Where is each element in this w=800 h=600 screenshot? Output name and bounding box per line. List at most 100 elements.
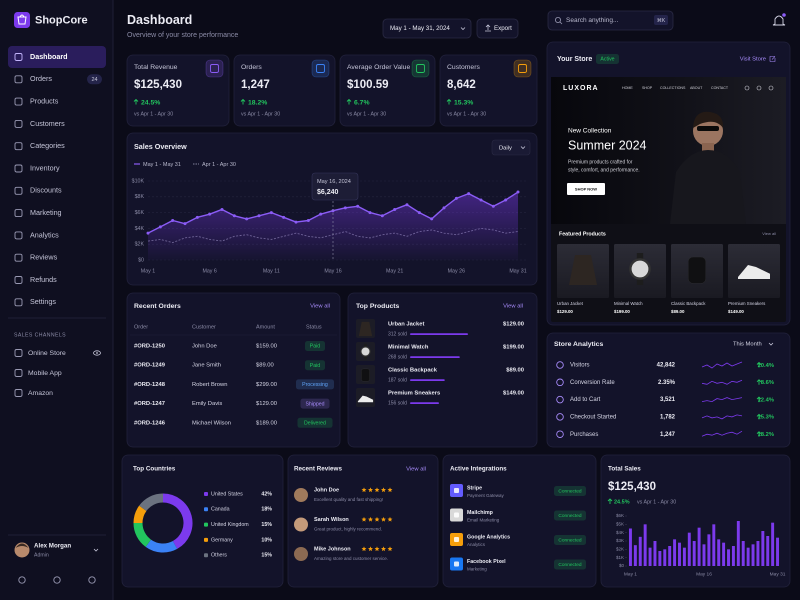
metric-icon [556, 378, 564, 387]
card-title: Active Integrations [450, 466, 507, 473]
nav-item[interactable]: Discounts [30, 186, 62, 195]
bar [697, 527, 701, 566]
period-select[interactable]: This Month [733, 342, 762, 348]
tooltip-date: May 16, 2024 [317, 179, 351, 185]
kpi-change: 15.3% [454, 99, 473, 106]
data-point [294, 220, 298, 224]
bar [717, 539, 721, 566]
data-point [516, 190, 520, 194]
search-box[interactable] [547, 10, 674, 31]
section-title: SALES CHANNELS [14, 332, 66, 338]
order-id: #ORD-1249 [134, 363, 166, 369]
export-button[interactable] [476, 18, 519, 39]
visit-store-link[interactable]: Visit Store [740, 57, 766, 63]
chevron-icon [93, 548, 99, 552]
featured-price: $129.00 [557, 309, 573, 314]
user-role: Admin [34, 552, 49, 558]
nav-item[interactable]: Inventory [30, 163, 60, 172]
legend-label: Germany [211, 537, 233, 543]
user-avatar-hair [15, 543, 29, 548]
metric-label: Purchases [570, 432, 598, 438]
icon [14, 53, 23, 61]
hero-image [551, 77, 786, 224]
data-point [442, 206, 446, 210]
data-point [504, 198, 508, 202]
card-title: Store Analytics [554, 341, 603, 348]
preview-nav-link: COLLECTIONS [660, 86, 686, 90]
product-image [358, 321, 373, 337]
product-name: Classic Backpack [388, 368, 438, 374]
channel-item[interactable]: Mobile App [28, 370, 62, 377]
sparkline [701, 430, 743, 437]
data-point [183, 222, 187, 226]
order-amount: $189.00 [256, 420, 277, 426]
integration-status: Connected [558, 562, 582, 568]
integration-logo-mark [454, 537, 459, 542]
icon [14, 298, 23, 307]
card [126, 54, 230, 127]
nav-item[interactable]: Categories [30, 141, 65, 150]
interval-select[interactable] [491, 139, 531, 156]
metric-value: 1,247 [660, 432, 676, 438]
bar [722, 542, 726, 566]
brand-logo-glyph [17, 14, 27, 25]
date-button[interactable] [382, 18, 472, 39]
footer-icon[interactable] [88, 576, 96, 584]
channel-item[interactable]: Amazon [28, 390, 53, 397]
reviewer-avatar [294, 547, 308, 561]
nav-item[interactable]: Refunds [30, 275, 57, 284]
nav-item[interactable]: Marketing [30, 208, 62, 217]
view-all-link[interactable]: View all [503, 304, 523, 310]
view-all-link[interactable]: View all [406, 467, 426, 473]
view-all-link[interactable]: View all [310, 304, 330, 310]
bar [663, 549, 667, 566]
integration-name: Stripe [467, 485, 482, 491]
nav-item[interactable]: Analytics [30, 230, 59, 239]
arrow-up-icon [607, 498, 613, 504]
nav-item[interactable]: Reviews [30, 253, 58, 262]
featured-name: Urban Jacket [557, 301, 584, 306]
nav-item[interactable]: Dashboard [30, 52, 68, 61]
preview-nav-icon [768, 85, 774, 91]
order-customer: Robert Brown [192, 382, 227, 388]
y-tick-label: $6K [135, 210, 145, 216]
kpi-period: vs Apr 1 - Apr 30 [134, 111, 173, 117]
footer-icon[interactable] [18, 576, 26, 584]
data-point [467, 192, 471, 196]
footer-icon[interactable] [53, 576, 61, 584]
product-sold: 268 sold [388, 354, 407, 360]
bar [658, 551, 662, 566]
legend-label: Canada [211, 507, 230, 513]
integration-name: Google Analytics [467, 534, 510, 540]
bell-icon[interactable] [772, 15, 786, 26]
nav-item[interactable]: Orders [30, 74, 52, 83]
kpi-change: 18.2% [248, 99, 267, 106]
x-tick-label: May 21 [386, 268, 403, 274]
card-title: Recent Reviews [294, 466, 342, 473]
bar [736, 521, 740, 566]
shortcut: ⌘K [657, 18, 666, 24]
preview-button-label: SHOP NOW [575, 186, 597, 191]
bar [712, 524, 716, 566]
legend-swatch [204, 553, 208, 558]
data-point [146, 231, 150, 235]
data-point [232, 214, 236, 218]
nav-item[interactable]: Products [30, 97, 59, 106]
rating-star [368, 516, 373, 522]
nav-item[interactable]: Settings [30, 297, 56, 306]
reviewer-avatar [294, 517, 308, 532]
status-pill [296, 379, 334, 390]
tooltip-value: $6,240 [317, 189, 339, 196]
review-text: Amazing store and customer service. [314, 556, 388, 561]
order-id: #ORD-1247 [134, 401, 165, 407]
nav-item[interactable]: Customers [30, 119, 65, 128]
column-header: Status [306, 324, 322, 330]
channel-item[interactable]: Online Store [28, 350, 66, 357]
featured-price: $89.00 [671, 309, 685, 314]
brand-name: ShopCore [35, 14, 88, 26]
legend-label: United Kingdom [211, 522, 249, 528]
data-point [269, 211, 273, 215]
featured-link: View all [762, 231, 776, 236]
y-tick-label: $10K [132, 178, 145, 184]
data-point [319, 212, 323, 216]
